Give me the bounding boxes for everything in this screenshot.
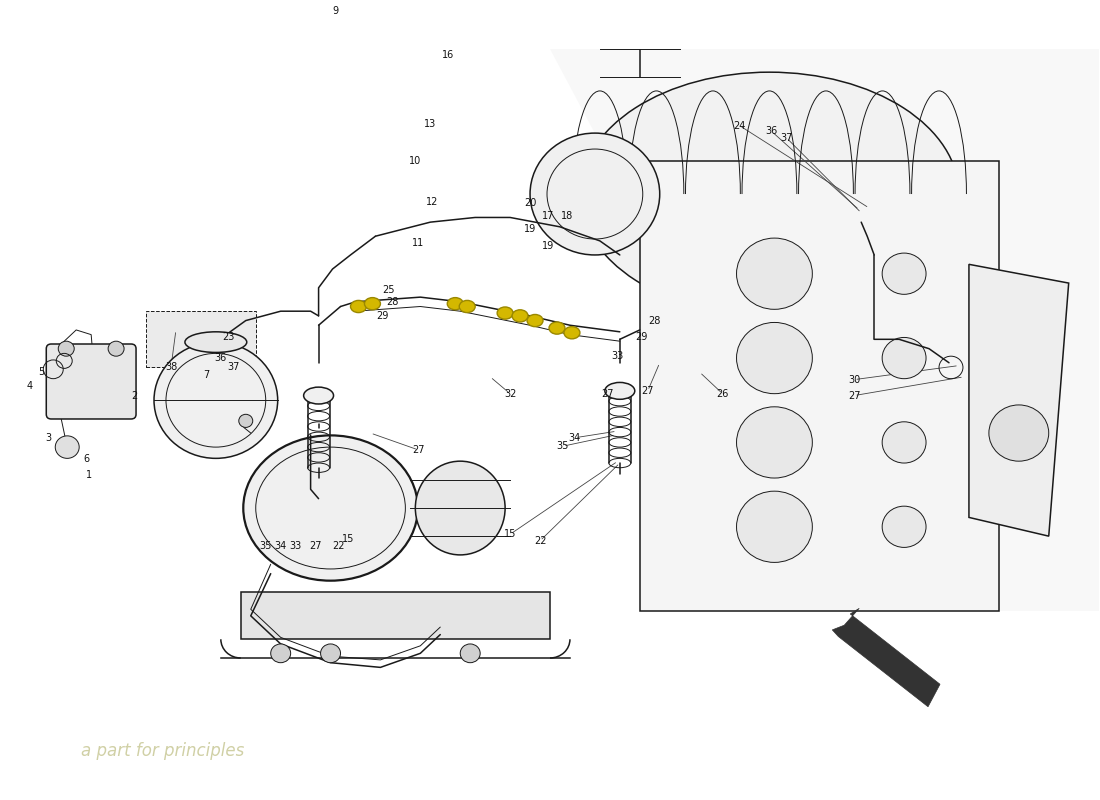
Text: 33: 33 bbox=[289, 541, 301, 550]
Text: 22: 22 bbox=[534, 536, 547, 546]
Ellipse shape bbox=[416, 461, 505, 555]
Ellipse shape bbox=[605, 382, 635, 399]
Text: 32: 32 bbox=[504, 389, 516, 398]
Text: 24: 24 bbox=[734, 121, 746, 130]
Text: 26: 26 bbox=[716, 389, 729, 398]
Ellipse shape bbox=[185, 332, 246, 353]
Polygon shape bbox=[241, 592, 550, 639]
Polygon shape bbox=[146, 311, 255, 367]
Circle shape bbox=[737, 238, 812, 310]
Ellipse shape bbox=[513, 310, 528, 322]
Text: 36: 36 bbox=[214, 353, 227, 363]
Text: 34: 34 bbox=[275, 541, 287, 550]
Text: 2: 2 bbox=[131, 390, 138, 401]
Text: 19: 19 bbox=[524, 224, 536, 234]
Text: 20: 20 bbox=[524, 198, 536, 209]
Circle shape bbox=[460, 644, 481, 662]
Text: 9: 9 bbox=[332, 6, 339, 16]
Text: 38: 38 bbox=[165, 362, 177, 373]
Text: eEPC: eEPC bbox=[780, 120, 928, 172]
Text: 16: 16 bbox=[442, 50, 454, 60]
Text: 27: 27 bbox=[309, 541, 322, 550]
Text: 27: 27 bbox=[848, 390, 860, 401]
Text: 33: 33 bbox=[612, 351, 624, 361]
Text: 085: 085 bbox=[879, 221, 972, 264]
Text: 35: 35 bbox=[260, 541, 272, 550]
Text: 29: 29 bbox=[636, 331, 648, 342]
Circle shape bbox=[154, 342, 277, 458]
Text: 34: 34 bbox=[569, 433, 581, 442]
Text: 10: 10 bbox=[409, 156, 421, 166]
Text: 6: 6 bbox=[84, 454, 89, 464]
Text: 17: 17 bbox=[542, 210, 554, 221]
Text: 22: 22 bbox=[332, 541, 344, 550]
Text: 27: 27 bbox=[602, 389, 614, 398]
Circle shape bbox=[882, 253, 926, 294]
Text: 25: 25 bbox=[382, 285, 395, 294]
Text: 3: 3 bbox=[45, 433, 52, 442]
Circle shape bbox=[58, 341, 74, 356]
Circle shape bbox=[882, 422, 926, 463]
Polygon shape bbox=[550, 49, 1099, 611]
Ellipse shape bbox=[351, 301, 366, 313]
Ellipse shape bbox=[459, 301, 475, 313]
Circle shape bbox=[271, 644, 290, 662]
Text: 13: 13 bbox=[425, 118, 437, 129]
Ellipse shape bbox=[527, 314, 543, 326]
Text: 12: 12 bbox=[426, 197, 439, 206]
Text: a part for principles: a part for principles bbox=[81, 742, 244, 761]
Text: 15: 15 bbox=[394, 0, 407, 2]
Ellipse shape bbox=[243, 435, 418, 581]
Text: 19: 19 bbox=[542, 241, 554, 250]
Text: 29: 29 bbox=[376, 311, 388, 321]
Circle shape bbox=[737, 407, 812, 478]
Polygon shape bbox=[969, 264, 1069, 536]
Circle shape bbox=[737, 322, 812, 394]
Text: 36: 36 bbox=[766, 126, 778, 136]
Text: 35: 35 bbox=[557, 441, 569, 451]
Text: 5: 5 bbox=[39, 367, 44, 377]
Text: 1: 1 bbox=[86, 470, 92, 480]
Circle shape bbox=[882, 506, 926, 547]
Circle shape bbox=[882, 338, 926, 378]
Circle shape bbox=[530, 133, 660, 255]
Text: 30: 30 bbox=[848, 374, 860, 385]
Polygon shape bbox=[833, 608, 940, 706]
Circle shape bbox=[737, 491, 812, 562]
Text: 7: 7 bbox=[202, 370, 209, 380]
Text: 27: 27 bbox=[641, 386, 654, 396]
Ellipse shape bbox=[549, 322, 565, 334]
Text: 28: 28 bbox=[386, 297, 398, 307]
Ellipse shape bbox=[580, 72, 959, 316]
Ellipse shape bbox=[497, 307, 513, 319]
Text: 11: 11 bbox=[412, 238, 425, 248]
Ellipse shape bbox=[364, 298, 381, 310]
Text: 4: 4 bbox=[26, 381, 32, 391]
Text: 23: 23 bbox=[222, 333, 235, 342]
Ellipse shape bbox=[448, 298, 463, 310]
FancyBboxPatch shape bbox=[46, 344, 136, 419]
Polygon shape bbox=[640, 162, 999, 611]
Text: 15: 15 bbox=[342, 534, 354, 544]
Circle shape bbox=[239, 414, 253, 427]
Text: 15: 15 bbox=[504, 530, 516, 539]
Ellipse shape bbox=[564, 326, 580, 339]
Circle shape bbox=[108, 341, 124, 356]
Circle shape bbox=[989, 405, 1048, 461]
Text: 27: 27 bbox=[412, 445, 425, 455]
Circle shape bbox=[55, 436, 79, 458]
Ellipse shape bbox=[304, 387, 333, 404]
Circle shape bbox=[320, 644, 341, 662]
Text: 28: 28 bbox=[649, 315, 661, 326]
Text: 18: 18 bbox=[561, 210, 573, 221]
Text: 37: 37 bbox=[228, 362, 240, 373]
Text: 37: 37 bbox=[780, 133, 793, 142]
